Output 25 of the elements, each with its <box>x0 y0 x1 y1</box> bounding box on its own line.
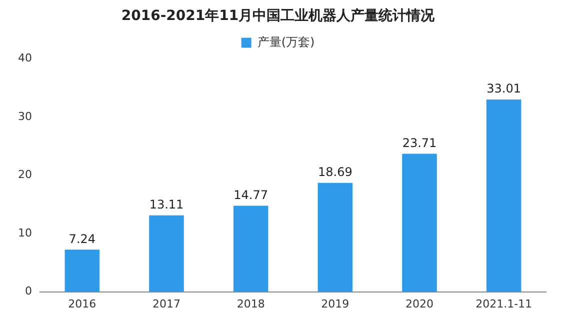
x-tick-label: 2017 <box>152 297 180 310</box>
bar <box>486 100 522 292</box>
y-tick-label: 10 <box>18 226 32 240</box>
x-tick-label: 2018 <box>236 297 265 310</box>
chart-title: 2016-2021年11月中国工业机器人产量统计情况 <box>121 7 436 24</box>
y-tick-label: 0 <box>24 284 32 298</box>
data-label: 7.24 <box>68 232 96 246</box>
data-label: 14.77 <box>234 188 268 202</box>
x-tick-label: 2020 <box>406 297 434 310</box>
data-label: 18.69 <box>318 165 352 180</box>
data-label: 23.71 <box>402 136 437 150</box>
x-tick-label: 2019 <box>321 297 350 310</box>
y-tick-label: 40 <box>18 52 32 65</box>
data-label: 33.01 <box>486 82 522 96</box>
legend-label: 产量(万套) <box>257 34 315 49</box>
data-label: 13.11 <box>149 198 184 212</box>
x-tick-label: 2016 <box>68 297 96 310</box>
bar <box>318 182 353 292</box>
bar <box>402 154 437 292</box>
bar <box>64 250 100 292</box>
bar <box>233 206 268 292</box>
x-tick-label: 2021.1-11 <box>476 297 532 310</box>
y-tick-label: 20 <box>18 168 32 182</box>
bar <box>149 215 184 292</box>
y-tick-label: 30 <box>18 110 32 123</box>
